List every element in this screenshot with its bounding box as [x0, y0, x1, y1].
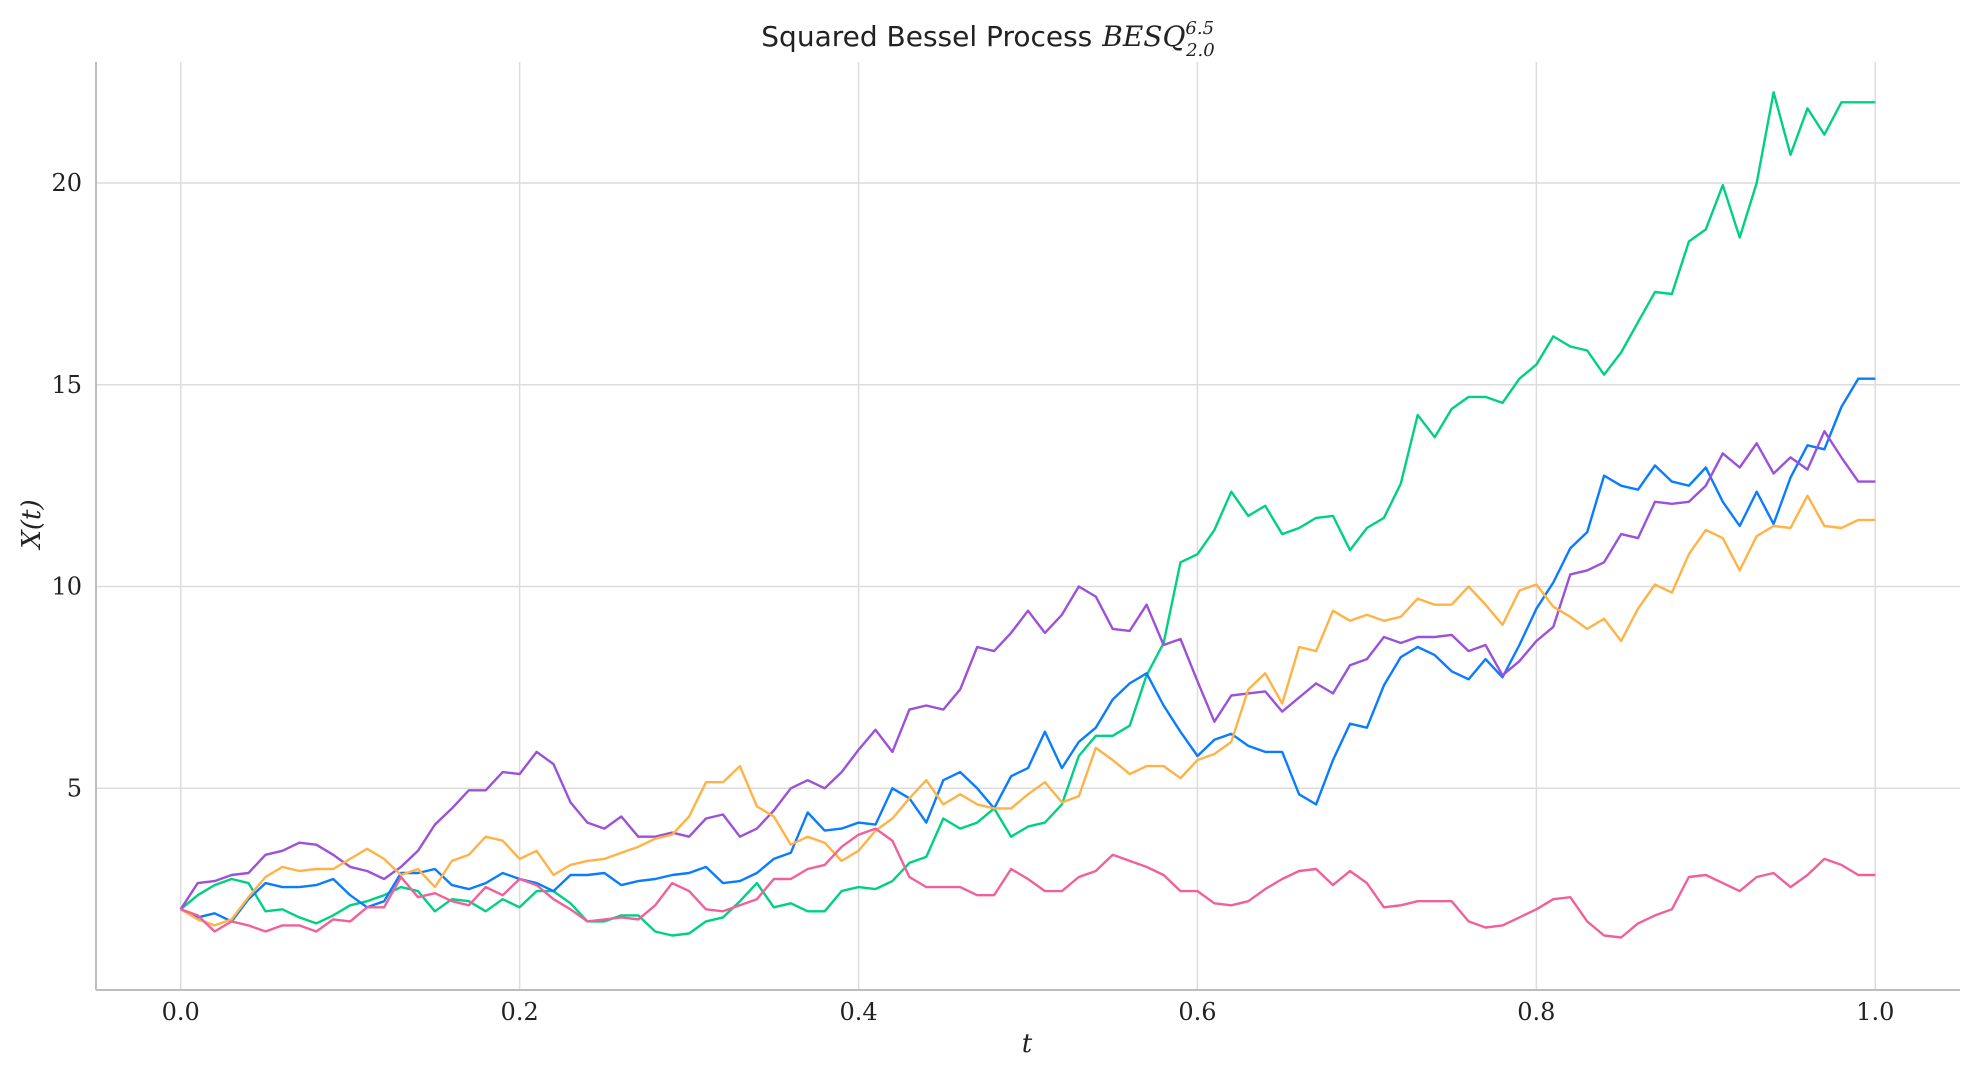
series-line-5: [180, 827, 1876, 939]
x-tick-label: 0.6: [1178, 998, 1216, 1026]
grid: [96, 62, 1960, 990]
y-tick-label: 15: [51, 371, 82, 399]
chart-title-text: Squared Bessel Process: [761, 20, 1092, 53]
y-tick-label: 10: [51, 573, 82, 601]
x-tick-labels: 0.0 0.2 0.4 0.6 0.8 1.0: [162, 998, 1895, 1026]
axes-spines: [95, 62, 1960, 991]
series-line-2: [180, 377, 1876, 923]
y-axis-label: X(t): [17, 499, 47, 550]
x-tick-label: 1.0: [1856, 998, 1894, 1026]
x-tick-label: 0.4: [839, 998, 877, 1026]
x-axis-label: t: [1022, 1029, 1033, 1059]
chart-title-sub: 2.0: [1185, 40, 1215, 61]
series-line-4: [180, 494, 1876, 927]
chart-title-sup: 6.5: [1185, 18, 1214, 39]
chart-title: Squared Bessel Process BESQ6.5 2.0: [761, 18, 1214, 61]
series-line-1: [179, 91, 1876, 937]
y-tick-labels: 5 10 15 20: [51, 169, 82, 802]
series-line-3: [179, 430, 1876, 910]
x-tick-label: 0.2: [501, 998, 539, 1026]
x-tick-label: 0.8: [1517, 998, 1555, 1026]
series-layer: [179, 91, 1876, 939]
chart-title-math: BESQ: [1101, 20, 1185, 53]
y-tick-label: 20: [51, 169, 82, 197]
x-tick-label: 0.0: [162, 998, 200, 1026]
y-tick-label: 5: [67, 774, 82, 802]
